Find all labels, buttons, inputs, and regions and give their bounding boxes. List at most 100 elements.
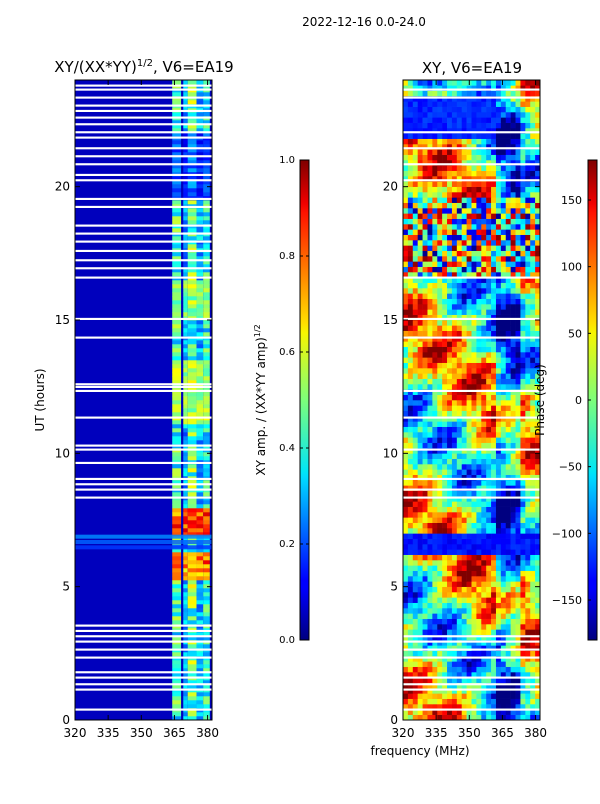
amp-cell xyxy=(196,596,204,601)
phase-cell xyxy=(442,394,448,401)
amp-cell xyxy=(203,480,210,485)
phase-cell xyxy=(432,133,438,139)
phase-cell xyxy=(451,570,458,577)
phase-cell xyxy=(495,234,502,241)
phase-cell xyxy=(466,330,472,337)
phase-cell xyxy=(407,688,414,694)
phase-cell xyxy=(505,144,511,150)
phase-cell xyxy=(491,554,497,561)
amp-cell xyxy=(203,260,210,265)
phase-cell xyxy=(466,704,472,710)
phase-cell xyxy=(403,288,409,294)
phase-cell xyxy=(432,442,438,449)
phase-cell xyxy=(456,512,463,518)
phase-cell xyxy=(451,128,458,134)
phase-cell xyxy=(525,106,531,113)
phase-cell xyxy=(510,688,516,694)
phase-cell xyxy=(403,138,409,145)
phase-cell xyxy=(476,362,482,369)
phase-cell xyxy=(417,538,423,545)
phase-gap xyxy=(403,648,540,651)
phase-cell xyxy=(505,576,511,582)
amp-cell xyxy=(187,572,197,577)
phase-cell xyxy=(515,474,521,481)
phase-cell xyxy=(471,581,477,587)
phase-cell xyxy=(500,186,507,193)
phase-cell xyxy=(451,464,458,470)
phase-cell xyxy=(535,640,541,646)
phase-cell xyxy=(525,96,531,102)
phase-cell xyxy=(412,640,418,646)
phase-cell xyxy=(481,106,487,113)
amp-cell xyxy=(196,408,204,413)
phase-cell xyxy=(456,197,463,203)
phase-cell xyxy=(466,346,472,353)
phase-cell xyxy=(442,608,448,614)
phase-cell xyxy=(530,298,536,305)
amp-cell xyxy=(187,528,197,533)
phase-cell xyxy=(476,661,482,667)
phase-cell xyxy=(525,405,531,411)
phase-cell xyxy=(495,384,502,390)
phase-cell xyxy=(422,197,428,203)
phase-cell xyxy=(535,474,541,481)
phase-cell xyxy=(476,554,482,561)
phase-cell xyxy=(427,682,433,689)
phase-cell xyxy=(500,672,507,678)
phase-cell xyxy=(520,314,526,321)
phase-cell xyxy=(432,592,438,598)
amp-cell xyxy=(196,588,204,593)
amp-cell xyxy=(187,200,197,205)
amp-cell xyxy=(203,356,210,361)
phase-cell xyxy=(510,256,516,262)
phase-cell xyxy=(412,682,418,689)
amp-cell xyxy=(172,684,182,689)
phase-cell xyxy=(505,506,511,513)
phase-cell xyxy=(437,565,443,571)
phase-cell xyxy=(535,682,541,689)
phase-cell xyxy=(422,112,428,118)
phase-cell xyxy=(481,496,487,502)
phase-cell xyxy=(471,352,477,358)
phase-cell xyxy=(476,474,482,481)
amp-panel: XY/(XX*YY)1/2, V6=EA19 320 335 350 365 38005… xyxy=(33,58,234,740)
amp-cell xyxy=(183,412,188,417)
phase-cell xyxy=(476,192,482,198)
amp-cell xyxy=(187,620,197,625)
phase-cell xyxy=(427,229,433,235)
phase-cell xyxy=(437,586,443,593)
phase-cell xyxy=(442,698,448,705)
phase-cell xyxy=(510,117,516,123)
phase-cell xyxy=(535,453,541,459)
phase-cell xyxy=(442,266,448,273)
amp-gap xyxy=(75,448,212,451)
amp-cell xyxy=(196,252,204,257)
amp-cell xyxy=(196,636,204,641)
phase-cell xyxy=(510,224,516,230)
phase-cell xyxy=(495,608,502,614)
amp-cell xyxy=(183,352,188,357)
phase-cell xyxy=(403,592,409,598)
phase-cell xyxy=(451,400,458,406)
phase-cell xyxy=(437,517,443,523)
amp-cell xyxy=(196,144,204,149)
phase-cell xyxy=(471,672,477,678)
phase-cell xyxy=(530,80,536,86)
phase-cell xyxy=(412,197,418,203)
phase-cell xyxy=(403,106,409,113)
phase-cell xyxy=(481,501,487,507)
phase-cell xyxy=(437,405,443,411)
phase-cell xyxy=(427,693,433,699)
phase-cell xyxy=(451,405,458,411)
phase-cell xyxy=(515,677,521,683)
phase-cell xyxy=(481,192,487,198)
phase-cell xyxy=(442,485,448,491)
phase-cell xyxy=(427,490,433,497)
phase-gap xyxy=(403,496,540,499)
amp-cell xyxy=(183,272,188,277)
phase-cell xyxy=(412,453,418,459)
phase-cell xyxy=(432,208,438,214)
phase-cell xyxy=(486,416,492,422)
amp-gap xyxy=(75,116,212,119)
